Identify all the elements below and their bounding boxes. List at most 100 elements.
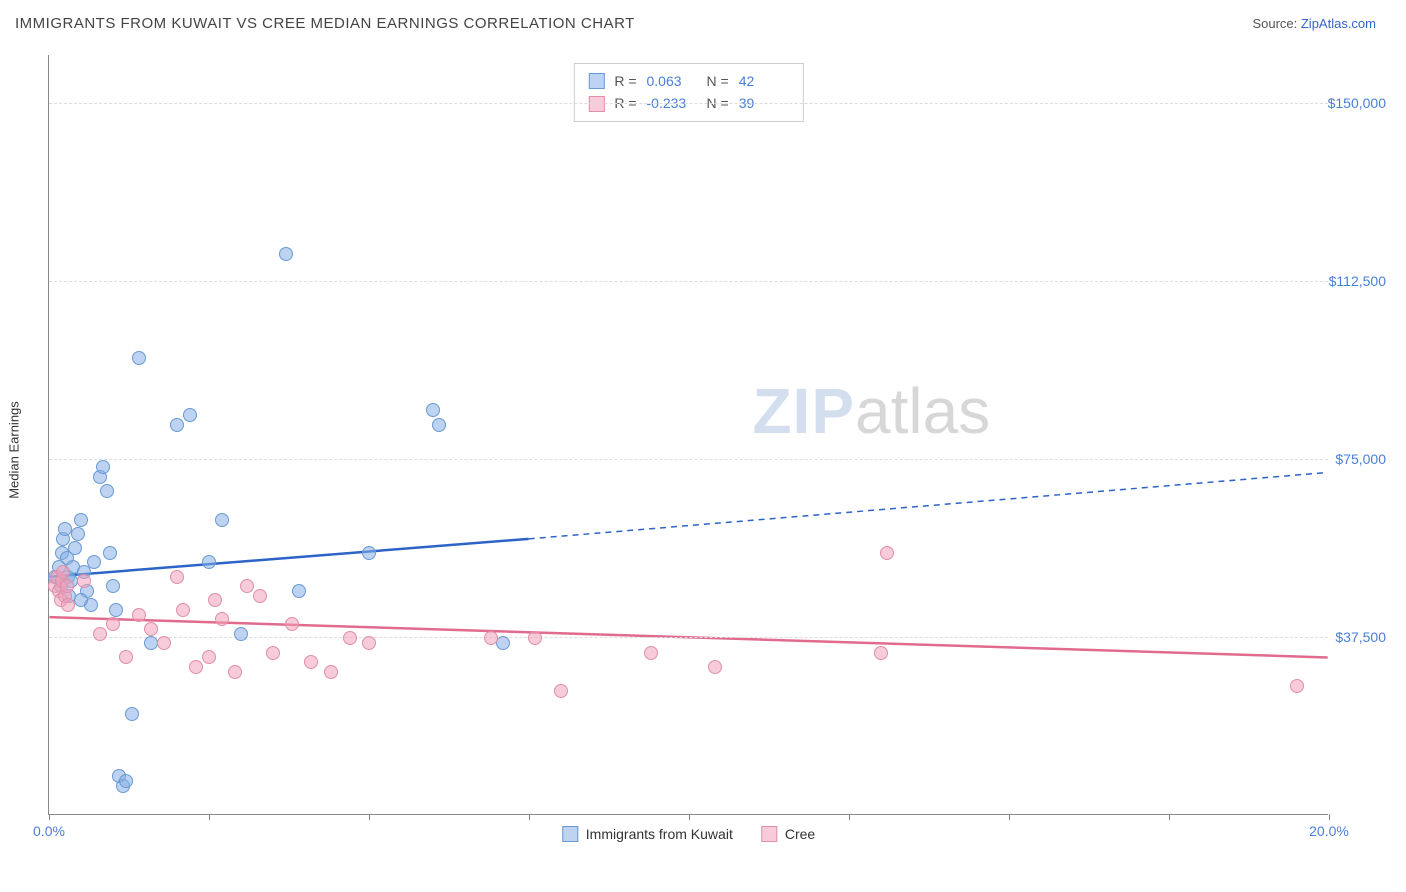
trend-line-dashed-kuwait — [529, 472, 1328, 538]
scatter-point-kuwait — [426, 403, 440, 417]
x-tick — [1329, 814, 1330, 820]
scatter-point-kuwait — [71, 527, 85, 541]
stat-n-value: 42 — [739, 70, 789, 92]
scatter-point-cree — [176, 603, 190, 617]
scatter-point-cree — [208, 593, 222, 607]
chart-title: IMMIGRANTS FROM KUWAIT VS CREE MEDIAN EA… — [15, 15, 635, 32]
scatter-point-kuwait — [234, 627, 248, 641]
scatter-point-cree — [484, 631, 498, 645]
scatter-point-kuwait — [170, 418, 184, 432]
swatch-kuwait — [588, 73, 604, 89]
scatter-point-kuwait — [68, 541, 82, 555]
trend-line-kuwait — [49, 539, 528, 577]
scatter-point-kuwait — [432, 418, 446, 432]
stats-legend: R =0.063N =42R =-0.233N =39 — [573, 63, 803, 122]
scatter-point-cree — [77, 574, 91, 588]
scatter-point-cree — [240, 579, 254, 593]
scatter-point-cree — [60, 579, 74, 593]
trend-lines-svg — [49, 55, 1328, 814]
scatter-point-kuwait — [292, 584, 306, 598]
stat-r-value: -0.233 — [647, 92, 697, 114]
source-prefix: Source: — [1252, 16, 1300, 31]
scatter-point-cree — [157, 636, 171, 650]
x-tick — [529, 814, 530, 820]
scatter-point-cree — [56, 565, 70, 579]
y-tick-label: $112,500 — [1329, 273, 1386, 289]
legend-swatch-kuwait — [562, 826, 578, 842]
scatter-point-kuwait — [119, 774, 133, 788]
y-tick-label: $37,500 — [1335, 629, 1386, 645]
x-tick — [1009, 814, 1010, 820]
scatter-point-kuwait — [106, 579, 120, 593]
scatter-point-kuwait — [202, 555, 216, 569]
scatter-point-kuwait — [215, 513, 229, 527]
scatter-point-cree — [554, 684, 568, 698]
watermark-atlas: atlas — [855, 375, 990, 447]
scatter-point-cree — [1290, 679, 1304, 693]
scatter-point-cree — [228, 665, 242, 679]
y-axis-label: Median Earnings — [7, 401, 22, 499]
scatter-point-cree — [132, 608, 146, 622]
source-link[interactable]: ZipAtlas.com — [1301, 16, 1376, 31]
scatter-point-cree — [528, 631, 542, 645]
scatter-point-cree — [215, 612, 229, 626]
x-tick — [1169, 814, 1170, 820]
scatter-point-kuwait — [125, 707, 139, 721]
x-tick — [849, 814, 850, 820]
legend-swatch-cree — [761, 826, 777, 842]
y-tick-label: $150,000 — [1328, 95, 1386, 111]
scatter-point-cree — [170, 570, 184, 584]
scatter-point-cree — [362, 636, 376, 650]
scatter-point-cree — [253, 589, 267, 603]
scatter-point-kuwait — [96, 460, 110, 474]
stat-r-value: 0.063 — [647, 70, 697, 92]
scatter-point-cree — [304, 655, 318, 669]
legend-item-kuwait: Immigrants from Kuwait — [562, 826, 733, 842]
scatter-point-kuwait — [87, 555, 101, 569]
scatter-point-kuwait — [496, 636, 510, 650]
scatter-point-cree — [644, 646, 658, 660]
stats-row-kuwait: R = 0.063 N = 42 — [588, 70, 788, 92]
scatter-point-kuwait — [100, 484, 114, 498]
scatter-point-cree — [106, 617, 120, 631]
scatter-point-cree — [202, 650, 216, 664]
x-tick — [689, 814, 690, 820]
scatter-point-cree — [93, 627, 107, 641]
stats-row-cree: R =-0.233N =39 — [588, 92, 788, 114]
gridline — [49, 281, 1328, 282]
scatter-point-cree — [324, 665, 338, 679]
scatter-point-cree — [119, 650, 133, 664]
x-tick — [49, 814, 50, 820]
scatter-point-cree — [266, 646, 280, 660]
scatter-point-cree — [285, 617, 299, 631]
y-tick-label: $75,000 — [1335, 451, 1386, 467]
legend-label: Immigrants from Kuwait — [586, 826, 733, 842]
scatter-point-kuwait — [183, 408, 197, 422]
x-tick — [369, 814, 370, 820]
chart-container: Median Earnings ZIPatlas R =0.063N =42R … — [48, 55, 1378, 845]
scatter-point-cree — [880, 546, 894, 560]
stat-r-label: R = — [614, 70, 636, 92]
scatter-point-cree — [874, 646, 888, 660]
watermark: ZIPatlas — [752, 374, 990, 448]
scatter-point-cree — [343, 631, 357, 645]
scatter-point-cree — [144, 622, 158, 636]
swatch-cree — [588, 96, 604, 112]
scatter-point-kuwait — [362, 546, 376, 560]
scatter-point-kuwait — [103, 546, 117, 560]
x-tick-label: 0.0% — [33, 823, 65, 839]
gridline — [49, 459, 1328, 460]
scatter-point-kuwait — [74, 513, 88, 527]
scatter-point-kuwait — [132, 351, 146, 365]
x-tick-label: 20.0% — [1309, 823, 1349, 839]
watermark-zip: ZIP — [752, 375, 855, 447]
series-legend: Immigrants from Kuwait Cree — [562, 826, 815, 842]
x-tick — [209, 814, 210, 820]
scatter-point-kuwait — [279, 247, 293, 261]
legend-item-cree: Cree — [761, 826, 815, 842]
scatter-point-kuwait — [109, 603, 123, 617]
stat-r-label: R = — [614, 92, 636, 114]
stat-n-label: N = — [707, 70, 729, 92]
scatter-point-cree — [708, 660, 722, 674]
scatter-point-cree — [61, 598, 75, 612]
